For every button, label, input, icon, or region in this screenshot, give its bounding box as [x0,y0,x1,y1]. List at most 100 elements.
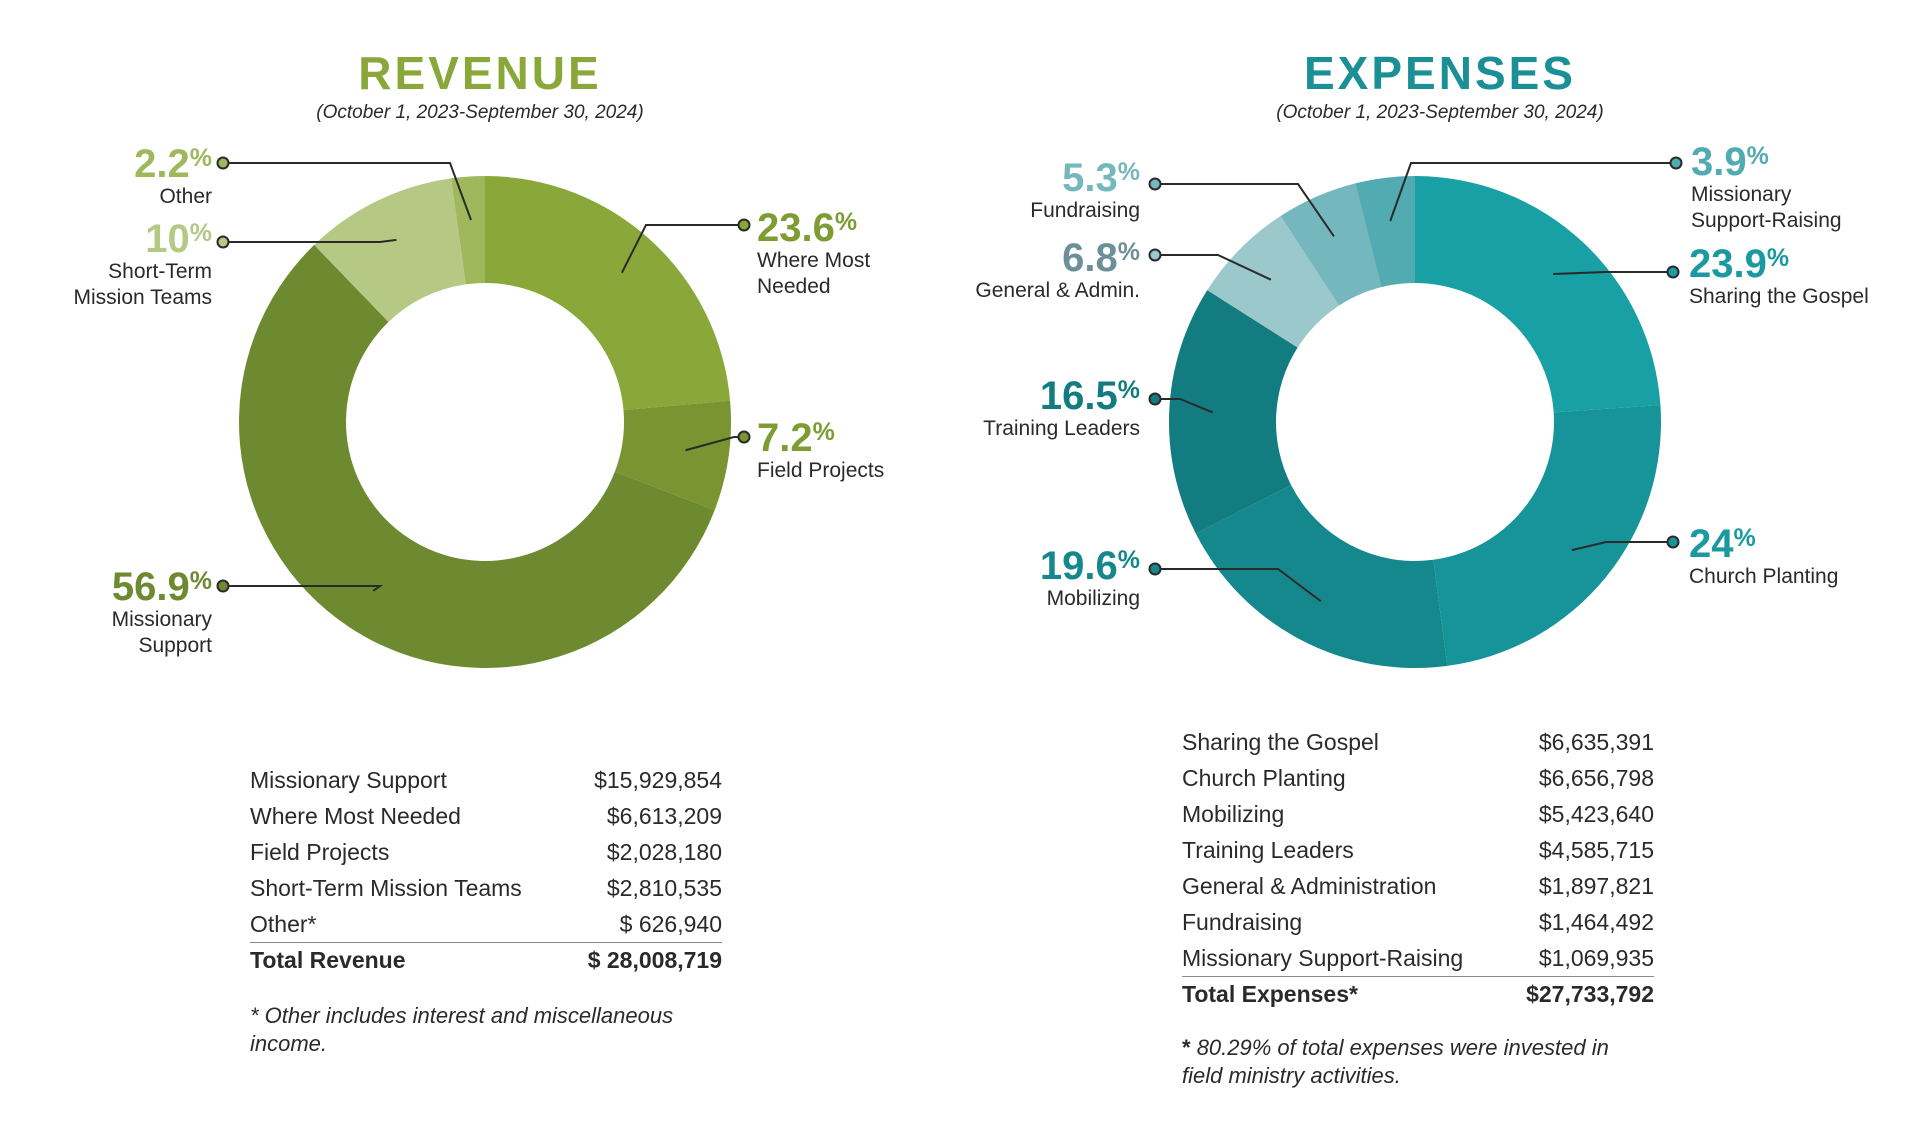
revenue-slice [238,244,715,669]
revenue-total-amount: $ 28,008,719 [565,942,722,977]
revenue-slice [614,400,731,511]
expenses-callout: 19.6% Mobilizing [1040,546,1140,612]
expenses-row-label: Missionary Support-Raising [1182,944,1464,971]
revenue-slice [451,176,485,285]
expenses-callout-unit: % [1117,238,1140,266]
expenses-table-row: Sharing the Gospel $6,635,391 [1182,724,1654,760]
revenue-callout-label: Where Most Needed [757,249,871,299]
revenue-row-amount: $2,028,180 [606,838,722,865]
revenue-table-row: Field Projects $2,028,180 [250,834,722,870]
revenue-leader-dot [216,235,230,249]
revenue-row-label: Field Projects [250,838,390,865]
expenses-callout-percent: 23.9% [1689,244,1869,284]
expenses-callout-label: Training Leaders [983,417,1140,440]
expenses-callout-unit: % [1766,244,1790,272]
expenses-title: EXPENSES [1304,47,1576,99]
expenses-callout-value: 24 [1689,522,1734,566]
revenue-callout-percent: 23.6% [757,208,870,248]
expenses-donut-chart [1148,156,1683,668]
expenses-slice [1355,176,1415,288]
expenses-callout: 16.5% Training Leaders [983,376,1140,442]
expenses-row-amount: $6,635,391 [1538,728,1654,755]
expenses-leader-dot [1666,535,1680,549]
expenses-callout-value: 3.9 [1691,140,1747,184]
expenses-footnote: * 80.29% of total expenses were invested… [1182,1034,1652,1089]
revenue-leader-dot [216,156,230,170]
expenses-total-row: Total Expenses* $27,733,792 [1182,976,1654,1011]
revenue-row-label: Where Most Needed [250,802,461,829]
expenses-callout-percent: 5.3% [1030,158,1140,198]
expenses-row-label: Mobilizing [1182,800,1285,827]
revenue-callout-label: Missionary Support [111,608,212,658]
expenses-callout-unit: % [1117,546,1140,574]
expenses-callout-label: Mobilizing [1046,587,1140,610]
revenue-callout-label: Other [159,185,212,208]
expenses-table-row: Missionary Support-Raising $1,069,935 [1182,940,1654,977]
expenses-row-label: General & Administration [1182,872,1437,899]
revenue-panel: REVENUE (October 1, 2023-September 30, 2… [74,47,885,1056]
revenue-leader-dot [216,579,230,593]
revenue-callout-percent: 7.2% [757,418,884,458]
expenses-row-label: Training Leaders [1182,836,1354,863]
expenses-table-row: Training Leaders $4,585,715 [1182,832,1654,868]
expenses-footnote-text: 80.29% of total expenses were invested i… [1182,1035,1609,1088]
expenses-leader-line [1155,254,1272,281]
expenses-callout-value: 19.6 [1039,544,1118,588]
expenses-callout: 23.9% Sharing the Gospel [1689,244,1869,310]
revenue-row-label: Other* [250,910,317,937]
expenses-row-amount: $4,585,715 [1538,836,1654,863]
revenue-slice [314,178,466,322]
expenses-callout-label: General & Admin. [975,279,1140,302]
expenses-callout: 6.8% General & Admin. [975,238,1140,304]
expenses-total-label: Total Expenses* [1182,976,1507,1011]
revenue-callout-unit: % [189,144,212,172]
expenses-leader-line [1155,183,1335,237]
expenses-leader-dot [1148,392,1162,406]
expenses-panel: EXPENSES (October 1, 2023-September 30, … [960,0,1920,1139]
revenue-leader-line [223,162,472,221]
expenses-slice [1415,176,1661,413]
expenses-callout: 5.3% Fundraising [1030,158,1140,224]
revenue-leader-dot [737,218,751,232]
revenue-subtitle: (October 1, 2023-September 30, 2024) [316,102,644,123]
expenses-callout-label: Missionary Support-Raising [1691,183,1842,233]
expenses-slice [1195,485,1448,668]
revenue-callout-percent: 10% [74,219,212,259]
revenue-leader-line [223,238,397,243]
expenses-slice [1433,405,1661,666]
expenses-row-amount: $6,656,798 [1538,764,1654,791]
revenue-callout: 10% Short-Term Mission Teams [74,219,213,312]
revenue-row-amount: $2,810,535 [606,874,722,901]
expenses-callout-percent: 19.6% [1040,546,1140,586]
expenses-row-amount: $1,464,492 [1538,908,1654,935]
expenses-leader-dot [1148,177,1162,191]
revenue-callout-percent: 56.9% [112,567,212,607]
revenue-table-row: Short-Term Mission Teams $2,810,535 [250,870,722,906]
revenue-callout-percent: 2.2% [134,144,212,184]
expenses-slice [1280,183,1382,306]
expenses-callout-label: Sharing the Gospel [1689,285,1869,308]
expenses-leader-dot [1666,265,1680,279]
expenses-callout-percent: 6.8% [975,238,1140,278]
expenses-table: Sharing the Gospel $6,635,391 Church Plant… [1182,724,1654,1011]
revenue-leader-line [223,585,384,592]
expenses-leader-line [1155,398,1214,414]
revenue-leader-dot [737,430,751,444]
expenses-callout-percent: 24% [1689,524,1838,564]
revenue-callout: 23.6% Where Most Needed [757,208,870,301]
expenses-row-label: Sharing the Gospel [1182,728,1379,755]
expenses-callout-value: 5.3 [1062,156,1118,200]
expenses-callout: 3.9% Missionary Support-Raising [1691,142,1842,235]
revenue-table-row: Other* $ 626,940 [250,906,722,943]
revenue-callout-value: 7.2 [757,416,813,460]
revenue-callout-unit: % [189,219,212,247]
expenses-subtitle: (October 1, 2023-September 30, 2024) [1276,102,1604,123]
revenue-title: REVENUE [358,47,602,99]
expenses-table-row: Fundraising $1,464,492 [1182,904,1654,940]
revenue-footnote: * Other includes interest and miscellane… [250,1003,674,1056]
revenue-slice [485,176,731,410]
expenses-row-amount: $5,423,640 [1538,800,1654,827]
expenses-leader-dot [1148,562,1162,576]
expenses-callout-percent: 3.9% [1691,142,1842,182]
revenue-row-amount: $ 626,940 [619,910,722,937]
